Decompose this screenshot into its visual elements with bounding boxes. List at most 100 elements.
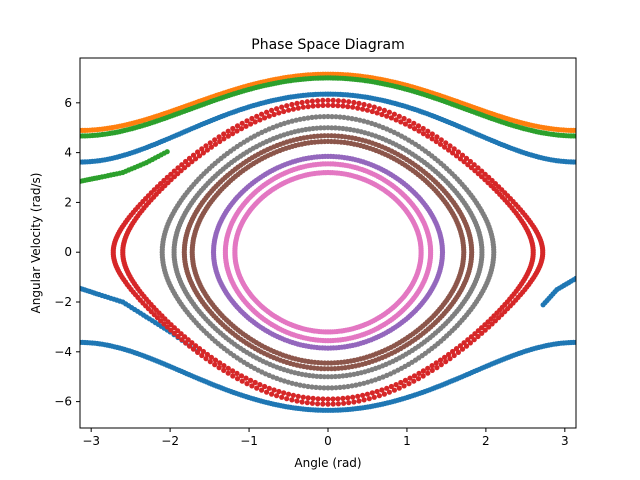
- data-point: [364, 107, 370, 113]
- data-point: [225, 128, 231, 134]
- data-point: [335, 103, 341, 109]
- data-point: [350, 104, 356, 110]
- data-point: [416, 370, 422, 376]
- data-point: [178, 168, 184, 174]
- data-point: [381, 391, 387, 397]
- data-point: [337, 384, 343, 390]
- data-point: [200, 348, 206, 355]
- data-point: [434, 134, 440, 140]
- data-point: [369, 390, 375, 396]
- data-point: [402, 377, 408, 383]
- data-point: [429, 136, 435, 142]
- data-point: [453, 346, 460, 352]
- data-point: [221, 136, 227, 142]
- data-point: [416, 128, 422, 134]
- data-point: [420, 373, 426, 379]
- data-point: [451, 352, 457, 359]
- data-point: [259, 111, 265, 117]
- data-point: [295, 105, 301, 111]
- data-point: [212, 141, 219, 147]
- data-point: [299, 99, 305, 106]
- data-point: [374, 110, 380, 116]
- data-point: [364, 391, 370, 397]
- data-point: [309, 98, 315, 104]
- series-layer: [80, 71, 576, 413]
- data-point: [281, 390, 287, 396]
- data-point: [401, 115, 407, 122]
- data-point: [297, 116, 303, 122]
- data-point: [406, 118, 412, 124]
- data-point: [264, 109, 270, 115]
- series-12: [189, 138, 467, 366]
- data-point: [216, 365, 222, 371]
- data-point: [300, 104, 306, 110]
- data-point: [189, 340, 195, 346]
- data-point: [411, 373, 418, 379]
- data-point: [465, 337, 471, 343]
- data-point: [329, 374, 335, 380]
- data-point: [175, 171, 181, 177]
- data-point: [396, 385, 402, 391]
- data-point: [264, 389, 270, 395]
- data-point: [381, 107, 387, 113]
- data-point: [221, 131, 227, 137]
- data-point: [438, 362, 444, 368]
- data-point: [234, 128, 240, 134]
- data-point: [357, 381, 363, 387]
- series-5: [80, 75, 576, 139]
- series-3: [540, 275, 576, 308]
- data-point: [330, 401, 336, 407]
- data-point: [376, 106, 382, 112]
- y-tick-label: 4: [64, 146, 72, 160]
- data-point: [259, 387, 265, 393]
- data-point: [234, 123, 241, 129]
- data-point: [353, 382, 359, 388]
- data-point: [325, 385, 331, 391]
- data-point: [294, 398, 300, 404]
- data-point: [355, 105, 361, 111]
- data-point: [305, 104, 311, 110]
- data-point: [295, 393, 301, 399]
- data-point: [158, 318, 164, 324]
- data-point: [320, 97, 326, 103]
- series-6: [80, 149, 170, 184]
- data-point: [293, 381, 299, 387]
- data-point: [475, 171, 481, 177]
- data-point: [266, 385, 272, 391]
- y-tick-label: 2: [64, 195, 72, 209]
- data-point: [437, 357, 444, 363]
- data-point: [305, 395, 311, 401]
- data-point: [446, 147, 452, 153]
- data-point: [294, 100, 300, 106]
- data-point: [193, 156, 199, 162]
- data-point: [285, 119, 291, 125]
- data-point: [203, 143, 209, 149]
- data-point: [239, 120, 245, 126]
- data-point: [468, 334, 474, 340]
- data-point: [225, 370, 231, 376]
- data-point: [335, 396, 341, 402]
- data-point: [161, 177, 167, 184]
- data-point: [479, 325, 485, 331]
- data-point: [304, 99, 310, 105]
- data-point: [330, 97, 336, 103]
- data-point: [384, 113, 390, 119]
- data-point: [461, 159, 467, 165]
- data-point: [361, 397, 367, 403]
- data-point: [341, 384, 347, 390]
- x-axis-label: Angle (rad): [294, 456, 361, 470]
- data-point: [216, 134, 222, 140]
- data-point: [271, 387, 277, 393]
- data-point: [465, 162, 471, 168]
- data-point: [457, 156, 463, 162]
- data-point: [293, 117, 299, 123]
- data-point: [230, 373, 236, 379]
- data-point: [289, 397, 295, 403]
- x-tick-label: 2: [482, 434, 490, 448]
- data-point: [244, 118, 250, 124]
- data-point: [388, 115, 394, 121]
- data-point: [185, 162, 191, 168]
- data-point: [351, 99, 357, 106]
- data-point: [286, 391, 292, 397]
